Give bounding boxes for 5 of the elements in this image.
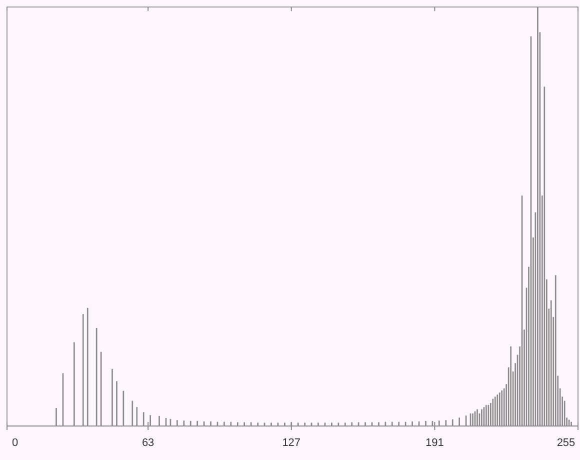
x-tick-label: 63 [142, 437, 154, 449]
x-tick-label: 127 [282, 437, 301, 449]
x-tick-label: 255 [556, 437, 576, 449]
x-tick-label: 191 [426, 437, 444, 449]
x-tick-label: 0 [12, 437, 18, 449]
